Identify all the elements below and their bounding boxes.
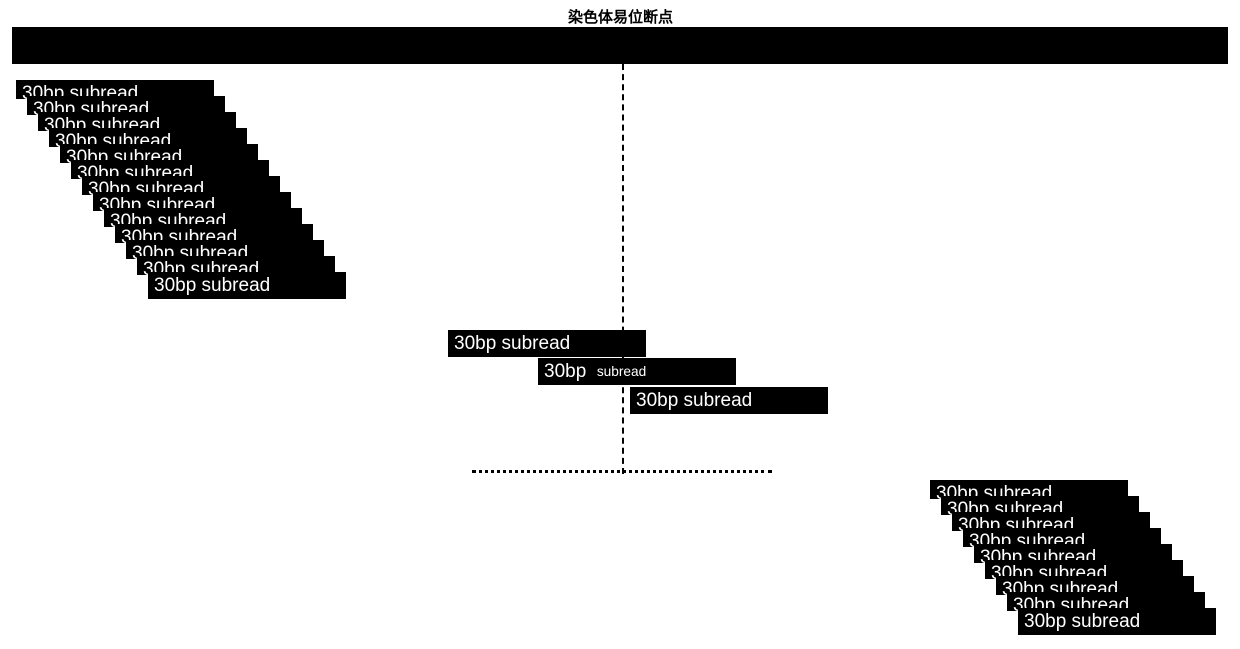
breakpoint-line [622, 64, 624, 474]
subread-block: 30bp subread [1018, 608, 1216, 635]
diagram-title: 染色体易位断点 [568, 6, 673, 27]
subread-block: 30bp subread [630, 387, 828, 414]
subread-block: 30bp subread [538, 358, 736, 385]
dotted-separator [472, 470, 772, 473]
subread-block: 30bp subread [448, 330, 646, 357]
chromosome-bar [12, 27, 1228, 64]
subread-block: 30bp subread [148, 272, 346, 299]
